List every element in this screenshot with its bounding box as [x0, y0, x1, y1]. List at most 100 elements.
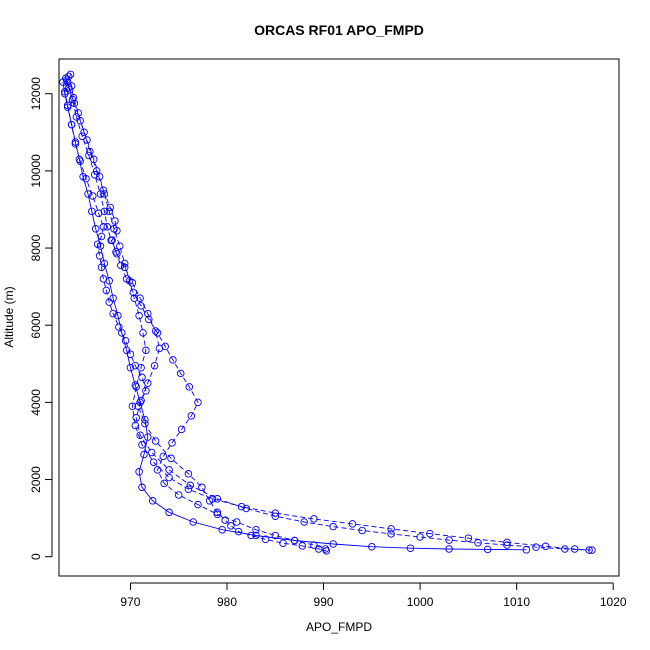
data-point [72, 113, 81, 121]
data-point [155, 344, 164, 353]
data-point [153, 329, 162, 337]
data-point [76, 116, 84, 125]
data-point [110, 225, 118, 233]
data-point [67, 120, 76, 129]
data-point [167, 454, 175, 463]
data-point [503, 541, 511, 549]
data-point [585, 546, 593, 554]
data-point [62, 76, 71, 84]
data-point [105, 207, 113, 216]
x-tick-label: 1020 [600, 595, 627, 609]
data-point [184, 470, 193, 478]
data-point [232, 518, 241, 526]
x-tick-label: 990 [314, 595, 334, 609]
data-point [131, 421, 140, 430]
data-point [483, 545, 492, 554]
data-point [144, 433, 152, 441]
data-point [160, 479, 168, 488]
data-point [227, 522, 235, 530]
data-layer [59, 70, 596, 555]
data-point [541, 542, 550, 551]
data-point [75, 155, 84, 164]
data-point [109, 309, 117, 318]
data-point [221, 516, 229, 524]
data-point [105, 298, 113, 306]
plot-frame [58, 58, 620, 577]
data-point [387, 530, 395, 538]
data-point [90, 155, 98, 164]
data-point [135, 468, 143, 476]
data-point [177, 425, 186, 434]
data-point [198, 483, 206, 492]
data-point [138, 483, 146, 492]
data-point [65, 86, 74, 94]
data-point [237, 502, 246, 511]
data-point [90, 170, 99, 179]
data-point [144, 309, 152, 318]
data-point [149, 458, 158, 466]
data-point [136, 294, 144, 302]
data-point [252, 525, 260, 534]
data-point [86, 147, 94, 156]
data-point [63, 103, 72, 111]
data-point [261, 535, 270, 544]
data-point [115, 323, 123, 331]
data-point [138, 441, 146, 449]
x-axis: 970 980 990 1000 1010 1020 [120, 582, 627, 609]
data-point [103, 223, 112, 231]
data-point [426, 529, 434, 538]
data-point [532, 543, 540, 551]
data-point [114, 311, 122, 320]
data-point [137, 396, 145, 405]
data-point [137, 363, 145, 372]
data-point [368, 542, 376, 551]
x-tick-label: 1010 [503, 595, 530, 609]
data-point [130, 294, 139, 302]
data-point [165, 466, 173, 474]
data-point [445, 545, 453, 553]
data-point [120, 259, 129, 268]
y-tick-label: 4000 [29, 389, 43, 416]
data-point [100, 259, 109, 268]
x-axis-label: APO_FMPD [306, 620, 372, 634]
data-point [128, 402, 137, 410]
data-point [169, 356, 177, 364]
data-point [122, 346, 131, 355]
data-point [89, 192, 97, 200]
data-point [145, 315, 153, 324]
data-point [165, 508, 173, 517]
data-point [113, 250, 121, 258]
data-point [300, 518, 308, 526]
data-point [271, 512, 280, 520]
data-point [132, 414, 140, 422]
data-point [186, 481, 195, 490]
data-point [71, 138, 80, 146]
data-point [142, 346, 150, 355]
data-point [151, 327, 160, 335]
data-point [570, 545, 579, 553]
data-point [102, 286, 111, 295]
data-point [406, 544, 415, 552]
x-tick-label: 980 [217, 595, 237, 609]
data-point [194, 500, 202, 509]
data-point [329, 522, 337, 531]
series-line-3 [65, 78, 590, 551]
data-point [174, 491, 183, 499]
data-point [522, 546, 531, 554]
data-point [116, 242, 124, 250]
series-line-4 [66, 80, 593, 551]
y-tick-label: 6000 [29, 312, 43, 339]
data-point [416, 533, 424, 541]
x-tick-label: 970 [120, 595, 140, 609]
data-point [125, 277, 134, 285]
data-point [139, 329, 147, 337]
data-point [213, 495, 222, 503]
data-point [561, 545, 569, 553]
y-axis-label: Altitude (m) [2, 286, 16, 347]
data-point [147, 448, 156, 457]
data-point [95, 172, 104, 181]
data-point [503, 538, 511, 547]
data-point [100, 190, 109, 198]
data-point [79, 172, 87, 181]
data-point [66, 70, 75, 79]
